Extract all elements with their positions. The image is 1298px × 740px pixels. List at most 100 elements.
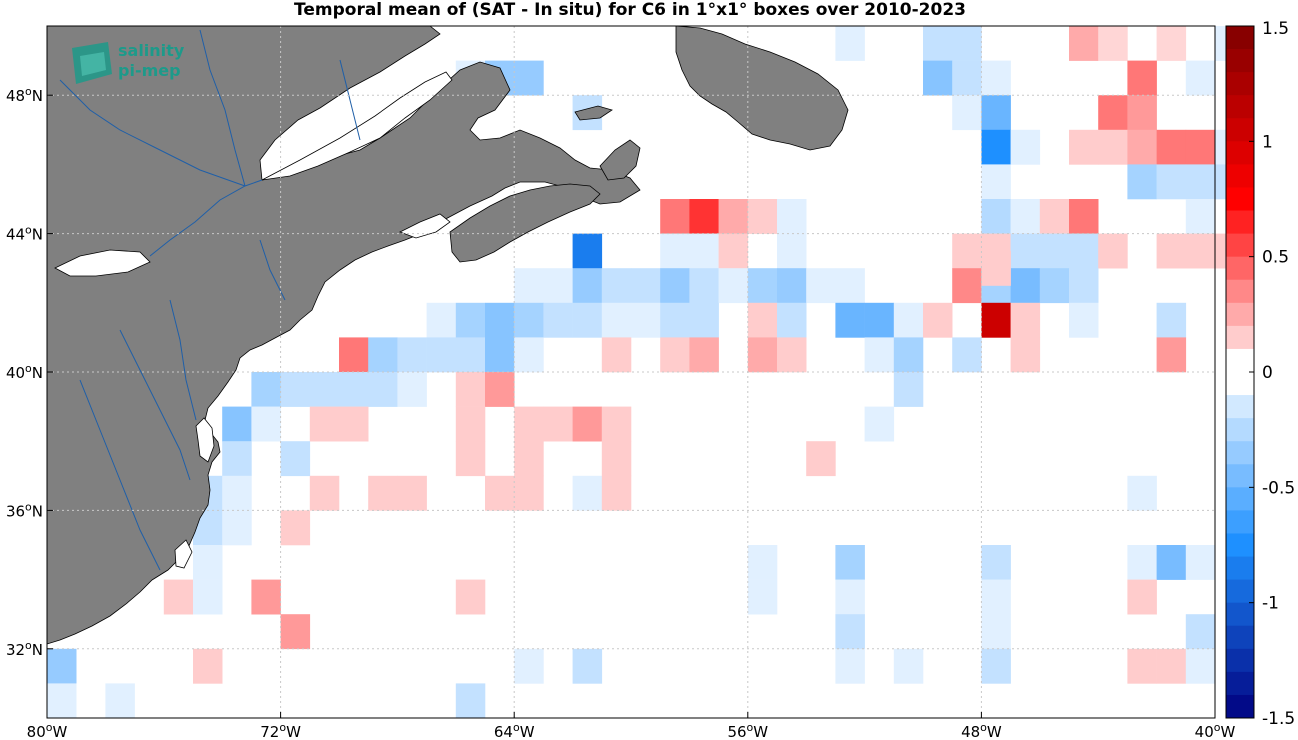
heatmap-cell <box>806 441 836 477</box>
heatmap-cell <box>747 302 778 338</box>
heatmap-cell <box>1156 26 1187 61</box>
heatmap-cell <box>660 268 690 304</box>
anticosti-island <box>574 105 613 121</box>
colorbar-step <box>1226 602 1254 627</box>
colorbar-tick-label: 1.5 <box>1262 19 1289 39</box>
colorbar-step <box>1226 26 1254 50</box>
heatmap-cell <box>1010 233 1041 269</box>
heatmap-cell <box>280 441 311 477</box>
heatmap-cell <box>1127 164 1157 200</box>
heatmap-cell <box>572 406 603 442</box>
heatmap-cell <box>981 579 1011 615</box>
heatmap-cell <box>689 199 719 234</box>
heatmap-cell <box>572 302 603 338</box>
heatmap-cell <box>1069 233 1099 269</box>
pamlico-sound <box>174 539 193 569</box>
heatmap-cell <box>1127 648 1157 684</box>
x-tick-label: 64oW <box>494 721 535 740</box>
heatmap-cell <box>981 95 1011 131</box>
heatmap-cell <box>163 579 194 615</box>
longitude-axis: 80oW 72oW 64oW 56oW 48oW 40oW <box>27 712 1235 740</box>
heatmap-cell <box>309 475 340 511</box>
colorbar-step <box>1226 579 1254 604</box>
heatmap-cell <box>485 337 515 373</box>
heatmap-cell <box>835 268 865 304</box>
heatmap-cell <box>1156 302 1187 338</box>
river-2 <box>199 29 246 187</box>
colorbar-step <box>1226 325 1254 350</box>
heatmap-cell <box>1039 268 1070 304</box>
heatmap-cell <box>1069 129 1099 165</box>
heatmap-cell <box>747 199 778 234</box>
heatmap-cell <box>309 372 340 407</box>
heatmap-cell <box>777 233 807 269</box>
heatmap-cell <box>1098 95 1128 131</box>
colorbar-step <box>1226 72 1254 96</box>
heatmap-cell <box>601 302 632 338</box>
heatmap-cell <box>193 648 223 684</box>
colorbar-step <box>1226 694 1254 719</box>
heatmap-cell <box>514 302 544 338</box>
river-7 <box>339 59 361 141</box>
heatmap-cell <box>981 129 1011 165</box>
heatmap-cell <box>339 337 369 373</box>
heatmap-cell <box>981 302 1011 338</box>
heatmap-cell <box>1185 233 1216 269</box>
heatmap-cell <box>1010 268 1041 304</box>
heatmap-cell <box>514 406 544 442</box>
chesapeake-bay <box>195 417 215 463</box>
heatmap-cell <box>485 372 515 407</box>
heatmap-cell <box>660 233 690 269</box>
heatmap-cell <box>339 406 369 442</box>
heatmap-cell <box>280 372 311 407</box>
heatmap-cell <box>572 268 603 304</box>
x-tick-label: 80oW <box>27 721 68 740</box>
nova-scotia-land <box>449 183 601 263</box>
heatmap-cell <box>1127 129 1157 165</box>
heatmap-cell <box>572 475 603 511</box>
heatmap-cell <box>981 199 1011 234</box>
latitude-axis: 48oN 44oN 40oN 36oN 32oN <box>6 85 53 659</box>
heatmap-cell <box>455 302 486 338</box>
heatmap-cell <box>981 614 1011 650</box>
heatmap-cell <box>426 302 457 338</box>
heatmap-cell <box>689 302 719 338</box>
heatmap-cell <box>981 250 1011 286</box>
river-5 <box>79 379 161 571</box>
colorbar-ticks: 1.5 1 0.5 0 -0.5 -1 -1.5 <box>1249 19 1295 729</box>
heatmap-cell <box>543 406 573 442</box>
heatmap-cell <box>1010 302 1041 338</box>
heatmap-cell <box>747 579 778 615</box>
colorbar-step <box>1226 372 1254 396</box>
colorbar-step <box>1226 510 1254 534</box>
colorbar-step <box>1226 49 1254 73</box>
heatmap-cell <box>251 579 281 615</box>
heatmap-cell <box>601 475 632 511</box>
heatmap-cell <box>689 337 719 373</box>
heatmap-cell <box>47 648 77 684</box>
colorbar-step <box>1226 210 1254 234</box>
heatmap-cell <box>426 337 457 373</box>
colorbar-step <box>1226 233 1254 258</box>
heatmap-cell <box>777 199 807 234</box>
heatmap-cell <box>893 648 924 684</box>
heatmap-cell <box>251 372 281 407</box>
heatmap-cell <box>893 337 924 373</box>
heatmap-cell <box>543 302 573 338</box>
heatmap-cell <box>1010 199 1041 234</box>
heatmap-cell <box>981 164 1011 200</box>
heatmap-cell <box>631 302 661 338</box>
heatmap-cell <box>1156 164 1187 200</box>
heatmap-cell <box>1156 648 1187 684</box>
colorbar-steps <box>1226 26 1254 719</box>
heatmap-cell <box>747 545 778 580</box>
heatmap-cell <box>514 648 544 684</box>
heatmap-cell <box>455 337 486 373</box>
colorbar-step <box>1226 441 1254 465</box>
heatmap-cell <box>864 302 895 338</box>
heatmap-cell <box>601 441 632 477</box>
heatmap-cell <box>280 614 311 650</box>
salinity-pi-mep-logo: salinity pi-mep <box>72 41 185 84</box>
heatmap-cell <box>1127 95 1157 131</box>
